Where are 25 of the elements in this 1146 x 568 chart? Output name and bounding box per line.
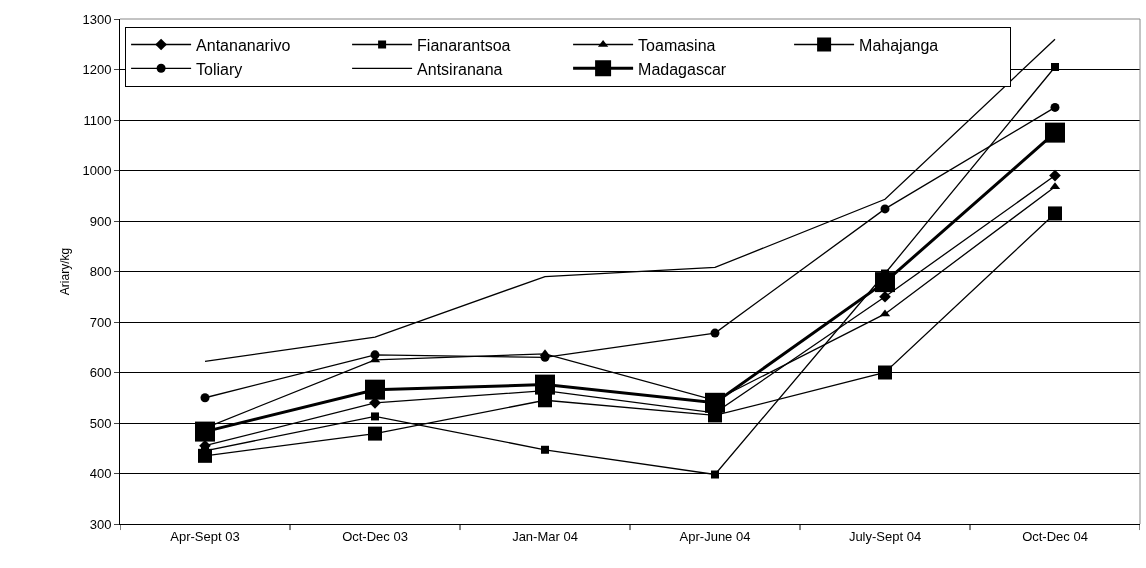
x-tick-label: Apr-June 04: [679, 528, 751, 544]
legend-label: Toliary: [196, 60, 243, 78]
legend-label: Madagascar: [638, 60, 727, 78]
legend-label: Antsiranana: [417, 60, 503, 78]
legend-label: Antananarivo: [196, 36, 291, 54]
x-tick-label: Apr-Sept 03: [170, 528, 240, 544]
x-tick-label: Oct-Dec 03: [342, 528, 408, 544]
legend-label: Toamasina: [638, 36, 716, 54]
y-tick-label: 800: [89, 264, 112, 280]
y-tick-label: 1000: [82, 163, 112, 179]
legend-label: Mahajanga: [859, 36, 939, 54]
x-tick-label: Jan-Mar 04: [512, 528, 578, 544]
legend-label: Fianarantsoa: [417, 36, 511, 54]
y-tick-label: 600: [89, 365, 112, 381]
y-tick-label: 1100: [83, 112, 112, 128]
y-tick-label: 700: [89, 314, 112, 330]
y-tick-label: 500: [89, 415, 112, 431]
y-tick-label: 300: [89, 516, 112, 532]
y-tick-label: 1200: [82, 62, 112, 78]
x-tick-label: Oct-Dec 04: [1022, 528, 1088, 544]
y-axis-title: Ariary/kg: [57, 247, 72, 296]
y-tick-label: 400: [89, 466, 112, 482]
x-tick-label: July-Sept 04: [848, 528, 922, 544]
y-tick-label: 900: [89, 213, 112, 229]
y-tick-label: 1300: [82, 11, 112, 27]
